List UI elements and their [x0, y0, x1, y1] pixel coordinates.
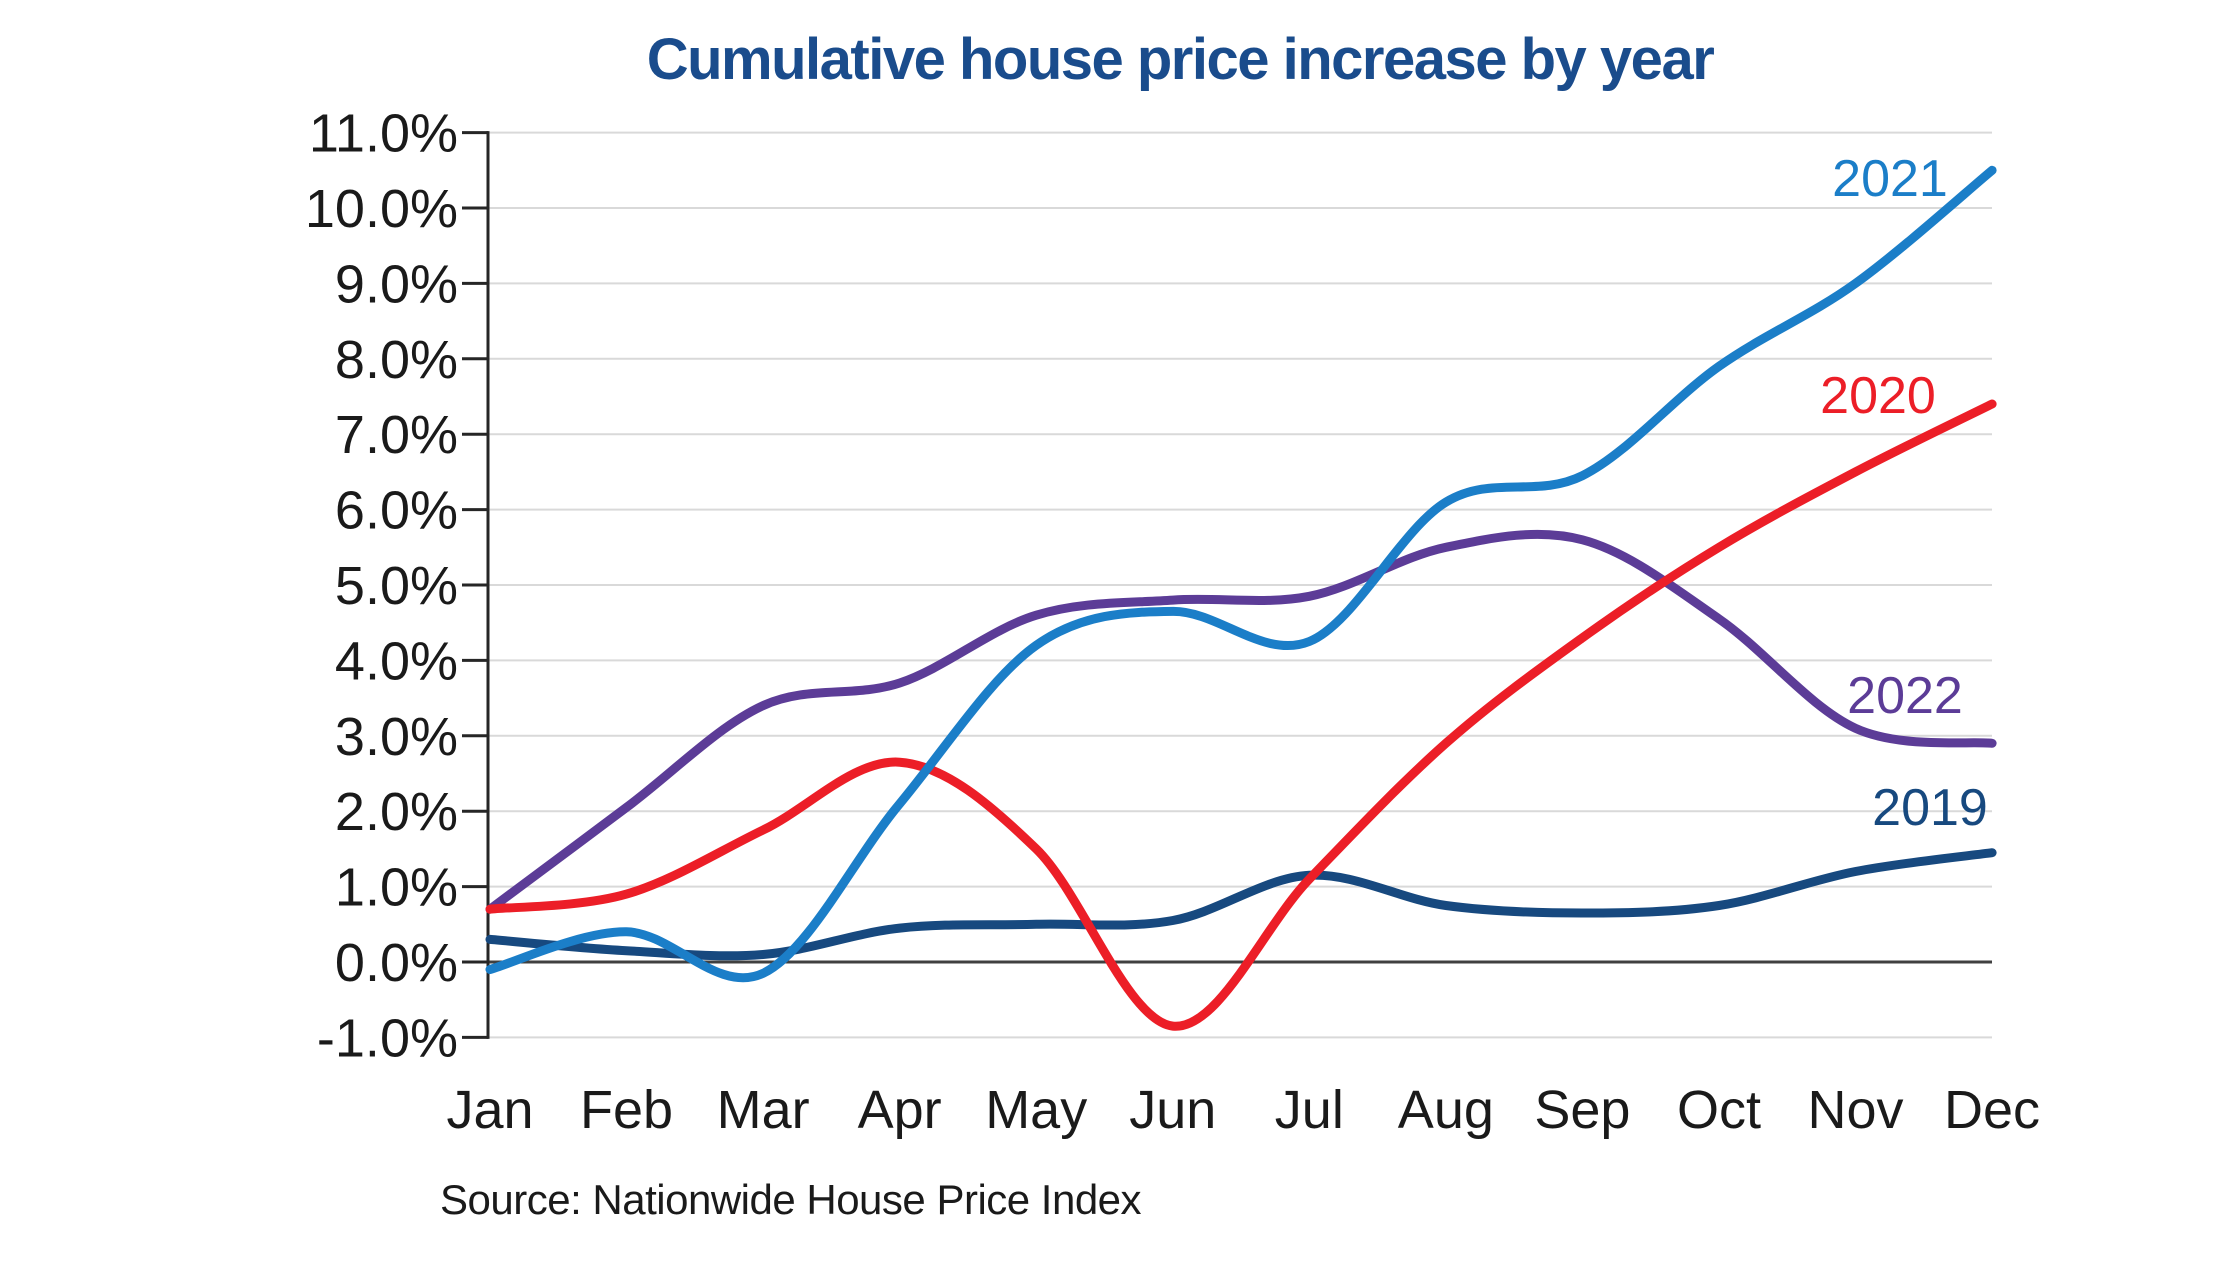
- y-tick-label: 0.0%: [335, 933, 458, 993]
- x-tick-label: Sep: [1534, 1080, 1630, 1140]
- y-tick-label: 2.0%: [335, 782, 458, 842]
- x-tick-label: Jan: [446, 1080, 533, 1140]
- x-tick-label: Oct: [1677, 1080, 1761, 1140]
- series-label-2022: 2022: [1847, 667, 1963, 725]
- series-label-2019: 2019: [1872, 779, 1988, 837]
- x-tick-label: Apr: [858, 1080, 942, 1140]
- x-tick-label: Dec: [1944, 1080, 2040, 1140]
- series-line-2021: [485, 165, 1997, 983]
- y-tick-label: 1.0%: [335, 858, 458, 918]
- x-tick-label: Mar: [717, 1080, 810, 1140]
- y-tick-label: 7.0%: [335, 405, 458, 465]
- x-tick-label: Aug: [1398, 1080, 1494, 1140]
- source-caption: Source: Nationwide House Price Index: [440, 1176, 1142, 1223]
- x-tick-label: Nov: [1807, 1080, 1903, 1140]
- x-tick-label: Jun: [1129, 1080, 1216, 1140]
- y-tick-label: 11.0%: [309, 104, 458, 164]
- x-tick-label: Jul: [1275, 1080, 1344, 1140]
- series-line-2019: [485, 848, 1997, 961]
- series-line-2022: [485, 529, 1997, 914]
- y-tick-label: 5.0%: [335, 556, 458, 616]
- series-label-2020: 2020: [1820, 367, 1936, 425]
- chart-title: Cumulative house price increase by year: [646, 27, 1715, 92]
- series-label-2021: 2021: [1832, 150, 1948, 208]
- y-tick-label: 10.0%: [305, 179, 458, 239]
- y-tick-label: -1.0%: [317, 1008, 458, 1068]
- series-line-2020: [485, 399, 1997, 1031]
- y-tick-label: 9.0%: [335, 254, 458, 314]
- x-tick-label: May: [985, 1080, 1087, 1140]
- x-tick-label: Feb: [580, 1080, 673, 1140]
- y-tick-label: 8.0%: [335, 330, 458, 390]
- y-tick-label: 3.0%: [335, 707, 458, 767]
- y-tick-label: 6.0%: [335, 481, 458, 541]
- y-tick-label: 4.0%: [335, 631, 458, 691]
